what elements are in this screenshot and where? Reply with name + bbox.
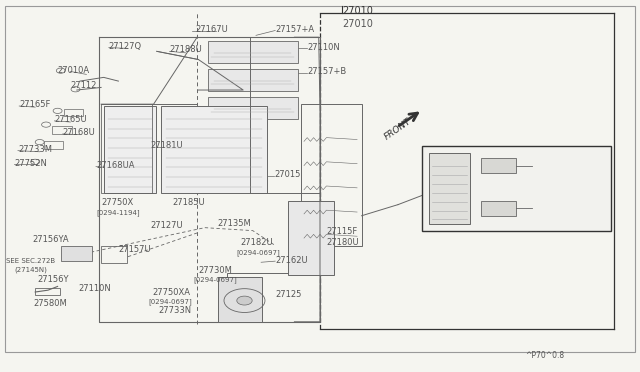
Text: 27156YA: 27156YA bbox=[32, 235, 68, 244]
Text: 27730M: 27730M bbox=[198, 266, 232, 275]
Text: SEE SEC.272B: SEE SEC.272B bbox=[6, 258, 56, 264]
Text: 27165F: 27165F bbox=[19, 100, 51, 109]
Text: 27157: 27157 bbox=[447, 156, 473, 165]
Text: 27168UA: 27168UA bbox=[96, 161, 134, 170]
Bar bbox=[61, 246, 92, 261]
Text: 27181U: 27181U bbox=[150, 141, 183, 150]
Bar bbox=[104, 106, 156, 193]
Text: (27145N): (27145N) bbox=[14, 266, 47, 273]
Text: 27010: 27010 bbox=[342, 19, 373, 29]
Text: 27115F: 27115F bbox=[326, 227, 358, 236]
Text: 27750XA: 27750XA bbox=[152, 288, 190, 296]
Bar bbox=[288, 201, 334, 275]
Text: FRONT: FRONT bbox=[383, 116, 413, 142]
Text: 27162U: 27162U bbox=[275, 256, 308, 265]
Text: [0294-0697]: [0294-0697] bbox=[148, 298, 192, 305]
Text: 27180U: 27180U bbox=[326, 238, 359, 247]
Text: 27127Q: 27127Q bbox=[109, 42, 142, 51]
Bar bbox=[208, 41, 298, 63]
Text: [0294-0697]: [0294-0697] bbox=[237, 249, 280, 256]
Bar bbox=[250, 37, 320, 193]
Text: 27135M: 27135M bbox=[218, 219, 252, 228]
Bar bbox=[161, 106, 267, 193]
Circle shape bbox=[237, 296, 252, 305]
Text: 27010: 27010 bbox=[342, 6, 373, 16]
Text: 27015: 27015 bbox=[274, 170, 300, 179]
Bar bbox=[101, 104, 152, 193]
Bar bbox=[64, 109, 83, 116]
Bar bbox=[101, 246, 127, 263]
Text: 27127U: 27127U bbox=[150, 221, 183, 230]
Text: 27025M: 27025M bbox=[496, 159, 530, 168]
Text: 27752N: 27752N bbox=[14, 159, 47, 168]
Text: 27025M: 27025M bbox=[496, 200, 530, 209]
Text: 27125: 27125 bbox=[275, 290, 301, 299]
Text: 27110N: 27110N bbox=[78, 284, 111, 293]
Bar bbox=[481, 158, 516, 173]
Bar bbox=[52, 126, 72, 134]
Text: 27188U: 27188U bbox=[170, 45, 202, 54]
Text: 27157+A: 27157+A bbox=[275, 25, 314, 34]
Text: ^P70^0.8: ^P70^0.8 bbox=[525, 351, 564, 360]
Text: 27733N: 27733N bbox=[159, 306, 192, 315]
Text: 27750X: 27750X bbox=[101, 198, 133, 207]
Text: 27580M: 27580M bbox=[33, 299, 67, 308]
Bar bbox=[44, 141, 63, 149]
Bar bbox=[208, 97, 298, 119]
Text: 27115: 27115 bbox=[582, 179, 609, 187]
Text: 27110N: 27110N bbox=[307, 43, 340, 52]
Text: 27112: 27112 bbox=[70, 81, 97, 90]
Text: [0294-1194]: [0294-1194] bbox=[96, 209, 140, 216]
Text: 27157: 27157 bbox=[447, 198, 473, 207]
Text: 27733M: 27733M bbox=[18, 145, 52, 154]
Text: 27182U: 27182U bbox=[240, 238, 273, 247]
Text: [0294-0697]: [0294-0697] bbox=[193, 276, 237, 283]
Text: 27157+B: 27157+B bbox=[307, 67, 346, 76]
Text: 27156Y: 27156Y bbox=[37, 275, 68, 284]
Text: 27010A: 27010A bbox=[58, 66, 90, 75]
Text: 27157U: 27157U bbox=[118, 246, 151, 254]
Bar bbox=[227, 273, 320, 322]
Bar bbox=[481, 201, 516, 216]
Text: 27185U: 27185U bbox=[173, 198, 205, 207]
Bar bbox=[429, 153, 470, 224]
Text: 27167U: 27167U bbox=[195, 25, 228, 34]
Bar bbox=[208, 69, 298, 91]
Bar bbox=[218, 277, 262, 322]
Text: 27168U: 27168U bbox=[63, 128, 95, 137]
Bar bbox=[35, 288, 60, 295]
Bar bbox=[422, 146, 611, 231]
Bar bbox=[301, 104, 362, 246]
Text: 27165U: 27165U bbox=[54, 115, 87, 124]
